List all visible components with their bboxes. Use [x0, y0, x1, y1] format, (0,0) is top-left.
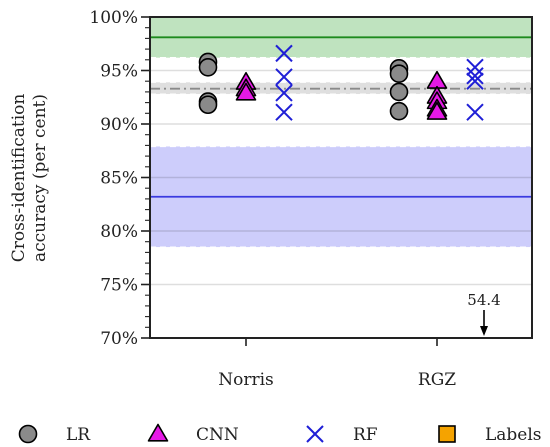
xtick-label-norris: Norris	[218, 370, 274, 390]
point-rf-rgz-2	[466, 72, 484, 90]
point-rf-rgz-0-b	[466, 58, 484, 76]
offscale-annotation: 54.4	[467, 291, 501, 336]
point-rf-rgz-1-b	[466, 67, 484, 85]
xtick-label-rgz: RGZ	[418, 370, 456, 390]
point-rf-norris-3	[275, 103, 293, 121]
legend-marker-labels	[438, 425, 456, 443]
ylabel-line-0: Cross-identification	[9, 94, 29, 263]
point-cnn-norris-2	[235, 82, 257, 101]
point-lr-rgz-3	[389, 101, 409, 121]
axes: 70% 75% 80% 85% 90% 95% 100% Norris RGZ	[89, 8, 533, 390]
point-lr-rgz-1	[389, 64, 409, 84]
point-rf-rgz-3	[466, 103, 484, 121]
legend-label-lr: LR	[66, 425, 91, 445]
point-rf-rgz-2-b	[466, 72, 484, 90]
point-rf-norris-1	[275, 68, 293, 86]
legend-label-rf: RF	[353, 425, 378, 445]
ytick-label-75: 75%	[100, 276, 138, 296]
data-points	[198, 44, 484, 121]
reference-bands	[150, 16, 532, 248]
legend-marker-rf	[306, 425, 324, 443]
ylabel-line-1: accuracy (per cent)	[30, 94, 50, 262]
annotation-arrow-head	[480, 326, 488, 336]
legend: LR CNN RF Labels	[18, 423, 542, 445]
point-lr-norris-1	[198, 57, 218, 77]
ytick-label-70: 70%	[100, 329, 138, 349]
legend-marker-lr	[18, 424, 38, 444]
point-rf-norris-3-b	[275, 103, 293, 121]
legend-label-cnn: CNN	[196, 425, 239, 445]
point-rf-rgz-1	[466, 67, 484, 85]
ytick-label-85: 85%	[100, 169, 138, 189]
annotation-label: 54.4	[467, 291, 500, 309]
reference-lines	[150, 36, 532, 198]
point-rf-norris-0-b	[275, 44, 293, 63]
point-rf-rgz-0	[466, 58, 484, 76]
point-rf-rgz-3-b	[466, 103, 484, 121]
point-rf-norris-2-b	[275, 84, 293, 102]
legend-marker-cnn	[147, 423, 169, 442]
point-rf-norris-2	[275, 84, 293, 102]
point-rf-norris-1-b	[275, 68, 293, 86]
point-lr-norris-3	[198, 95, 218, 115]
ytick-label-100: 100%	[89, 8, 138, 28]
legend-label-labels: Labels	[485, 425, 542, 445]
ytick-label-95: 95%	[100, 62, 138, 82]
y-axis-label: Cross-identification accuracy (per cent)	[9, 94, 50, 263]
point-cnn-rgz-4	[426, 101, 448, 120]
band-grey	[150, 82, 532, 95]
ytick-label-80: 80%	[100, 222, 138, 242]
point-rf-norris-0	[275, 44, 293, 63]
legend-marker-rf-b	[306, 425, 324, 443]
point-cnn-rgz-0	[426, 70, 448, 89]
point-lr-rgz-2	[389, 82, 409, 102]
ytick-label-90: 90%	[100, 115, 138, 135]
